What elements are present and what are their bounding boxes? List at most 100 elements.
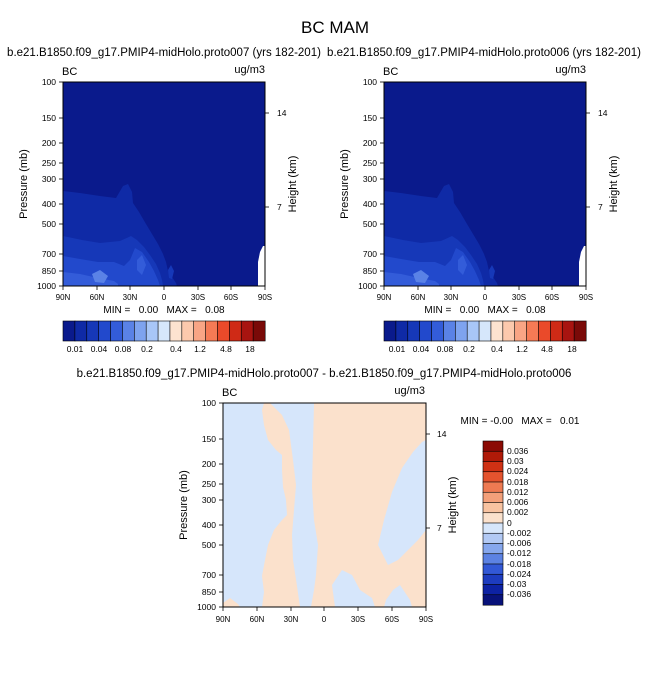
panel-3-bottom-ticks <box>222 607 427 611</box>
panel-1-colorbar-labels: 0.01 0.04 0.08 0.2 0.4 1.2 4.8 18 <box>67 344 255 354</box>
panel-1-bottom-ticks <box>62 286 266 290</box>
panel-2-rlabel-7: 7 <box>598 202 603 212</box>
colorbar-box <box>478 320 492 342</box>
panel-2-edge-white <box>579 246 586 286</box>
panel-2-ylabel-100: 100 <box>363 77 377 87</box>
panel-1-ylabel-200: 200 <box>42 138 56 148</box>
panel-1-xlabel-30N: 30N <box>123 293 138 302</box>
colorbar-box <box>482 594 504 606</box>
panel-1-field <box>63 82 265 286</box>
panel-3-cbar-label-5: 0.006 <box>507 497 529 507</box>
panel-1-ylabel-right: Height (km) <box>287 156 299 213</box>
panel-2-stats: MIN = 0.00 MAX = 0.08 <box>424 305 546 316</box>
colorbar-box <box>133 320 147 342</box>
panel-1-stats: MIN = 0.00 MAX = 0.08 <box>103 305 225 316</box>
panel-3-negative-south <box>384 585 412 607</box>
colorbar-box <box>407 320 421 342</box>
colorbar-box <box>482 502 504 514</box>
colorbar-box <box>502 320 516 342</box>
panel-3-cbar-label-8: -0.002 <box>507 528 531 538</box>
panel-1-xlabel-0: 0 <box>162 293 167 302</box>
panel-3-left-label: BC <box>222 387 237 399</box>
panel-1-cbar-label-4: 0.4 <box>170 344 182 354</box>
panel-3-stats: MIN = -0.00 MAX = 0.01 <box>461 416 580 427</box>
panel-3-xlabel-90N: 90N <box>216 615 231 624</box>
panel-3-negative-upper-right <box>378 440 426 565</box>
panel-2-xlabel-30N: 30N <box>444 293 459 302</box>
panel-3-cbar-label-4: 0.012 <box>507 487 529 497</box>
panel-2-rlabel-14: 14 <box>598 108 608 118</box>
panel-2-right-ticks <box>586 112 590 208</box>
panel-3-cbar-label-13: -0.03 <box>507 579 527 589</box>
colorbar-box <box>482 532 504 544</box>
panel-2-ylabel-right: Height (km) <box>608 156 620 213</box>
panel-3-positive-edge <box>223 598 240 607</box>
panel-1-title: b.e21.B1850.f09_g17.PMIP4-midHolo.proto0… <box>7 47 321 59</box>
colorbar-box <box>466 320 480 342</box>
panel-1-contour-spot <box>137 255 146 275</box>
panel-1-rlabel-7: 7 <box>277 202 282 212</box>
panel-1-ylabel-400: 400 <box>42 199 56 209</box>
panel-3-xlabel-0: 0 <box>322 615 327 624</box>
panel-3-ylabel-250: 250 <box>202 479 216 489</box>
panel-2-ylabel-300: 300 <box>363 174 377 184</box>
colorbar-box <box>573 320 587 342</box>
panel-1-ylabel-500: 500 <box>42 219 56 229</box>
colorbar-box <box>229 320 242 342</box>
panel-1-ylabel-250: 250 <box>42 158 56 168</box>
panel-1-ylabel-100: 100 <box>42 77 56 87</box>
colorbar-box <box>454 320 468 342</box>
colorbar-box <box>181 320 195 342</box>
colorbar-box <box>98 320 112 342</box>
panel-1-left-label: BC <box>62 66 77 78</box>
panel-2-ylabel-200: 200 <box>363 138 377 148</box>
colorbar-box <box>169 320 183 342</box>
panel-2-cbar-label-1: 0.04 <box>413 344 430 354</box>
panel-2-ylabel-850: 850 <box>363 266 377 276</box>
panel-1-ylabel-150: 150 <box>42 113 56 123</box>
panel-2-xtick-labels: 90N 60N 30N 0 30S 60S 90S <box>377 293 593 302</box>
colorbar-box <box>482 584 504 596</box>
panel-3-field <box>223 403 426 607</box>
panel-1-xlabel-30S: 30S <box>191 293 205 302</box>
panel-3-xtick-labels: 90N 60N 30N 0 30S 60S 90S <box>216 615 433 624</box>
panel-2-contour-eq <box>489 265 495 279</box>
panel-3-ylabel-150: 150 <box>202 434 216 444</box>
panel-1-ylabel-1000: 1000 <box>37 281 56 291</box>
panel-1-xlabel-90N: 90N <box>56 293 71 302</box>
colorbar-box <box>514 320 528 342</box>
colorbar-box <box>482 491 504 503</box>
panel-2-xlabel-30S: 30S <box>512 293 526 302</box>
colorbar-box <box>193 320 207 342</box>
panel-1-xlabel-60S: 60S <box>224 293 238 302</box>
panel-3-ylabel: Pressure (mb) <box>178 470 190 540</box>
colorbar-box <box>538 320 551 342</box>
panel-3-title: b.e21.B1850.f09_g17.PMIP4-midHolo.proto0… <box>77 368 572 380</box>
panel-3-cbar-label-9: -0.006 <box>507 538 531 548</box>
panel-3-left-ticks <box>219 402 223 608</box>
colorbar-box <box>561 320 575 342</box>
panel-2-units: ug/m3 <box>555 64 586 76</box>
panel-2-ylabel-1000: 1000 <box>358 281 377 291</box>
panel-3-cbar-label-14: -0.036 <box>507 589 531 599</box>
panel-1-ylabel-700: 700 <box>42 249 56 259</box>
panel-1-units: ug/m3 <box>234 64 265 76</box>
panel-2-ytick-labels: 100 150 200 250 300 400 500 700 850 1000 <box>358 77 377 291</box>
colorbar-box <box>431 320 444 342</box>
panel-1-left-ticks <box>59 81 63 287</box>
colorbar-box <box>526 320 539 342</box>
panel-2-left-ticks <box>380 81 384 287</box>
panel-1-cbar-label-7: 18 <box>245 344 255 354</box>
panel-3-frame <box>222 402 427 608</box>
panel-2-field <box>384 82 586 286</box>
colorbar-box <box>110 320 123 342</box>
panel-3-cbar-label-6: 0.002 <box>507 507 529 517</box>
panel-3-rlabel-7: 7 <box>437 523 442 533</box>
panel-3-ytick-labels: 100 150 200 250 300 400 500 700 850 1000 <box>197 398 216 612</box>
panel-2: b.e21.B1850.f09_g17.PMIP4-midHolo.proto0… <box>327 47 641 354</box>
panel-1-cbar-label-6: 4.8 <box>220 344 232 354</box>
colorbar-box <box>482 512 504 524</box>
colorbar-box <box>74 320 88 342</box>
panel-3-cbar-label-2: 0.024 <box>507 466 529 476</box>
panel-3-ylabel-100: 100 <box>202 398 216 408</box>
